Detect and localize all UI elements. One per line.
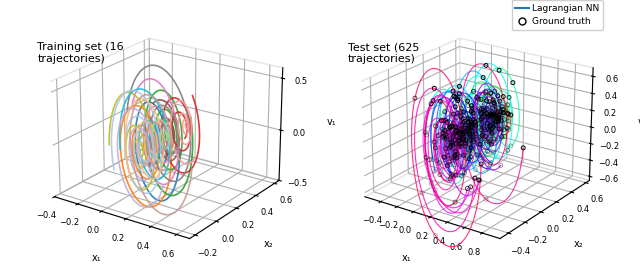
Y-axis label: x₂: x₂ <box>574 239 584 249</box>
X-axis label: x₁: x₁ <box>92 253 101 263</box>
Legend: Lagrangian NN, Ground truth: Lagrangian NN, Ground truth <box>511 0 603 30</box>
Y-axis label: x₂: x₂ <box>264 239 273 249</box>
Text: Test set (625
trajectories): Test set (625 trajectories) <box>348 42 419 64</box>
Text: Training set (16
trajectories): Training set (16 trajectories) <box>38 42 124 64</box>
X-axis label: x₁: x₁ <box>402 253 412 263</box>
